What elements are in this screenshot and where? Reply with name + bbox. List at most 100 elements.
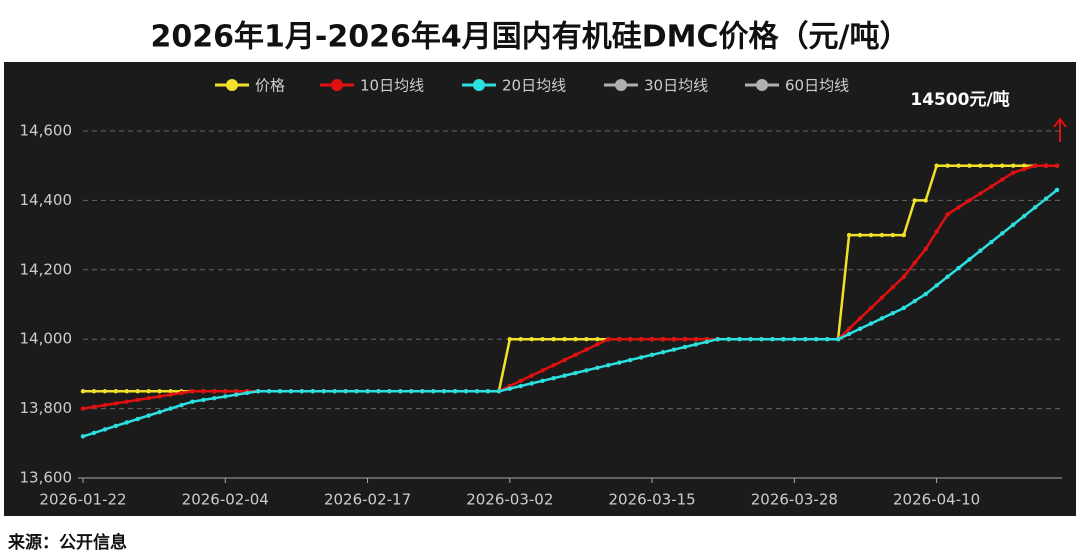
data-point [923, 198, 928, 203]
data-point [387, 389, 392, 394]
data-point [124, 389, 129, 394]
data-point [562, 357, 567, 363]
data-point [1032, 163, 1038, 168]
data-point [638, 337, 644, 342]
y-tick-label: 14,200 [20, 260, 73, 278]
data-point [682, 337, 688, 342]
legend-label: 60日均线 [785, 77, 849, 95]
data-point [923, 246, 928, 252]
data-point [934, 229, 939, 234]
data-point [595, 342, 600, 347]
data-point [737, 337, 742, 342]
data-point [890, 310, 896, 316]
y-tick-label: 14,000 [20, 330, 73, 348]
data-point [1043, 163, 1049, 168]
data-point [857, 232, 863, 238]
data-point [321, 389, 326, 394]
data-point [529, 373, 534, 378]
data-point [102, 389, 108, 394]
y-tick-label: 13,800 [20, 399, 73, 417]
data-point [868, 305, 874, 311]
data-point [431, 389, 436, 394]
data-point [945, 274, 950, 279]
title-background [4, 0, 1076, 62]
data-point [945, 212, 950, 217]
data-point [529, 337, 534, 342]
data-point [179, 390, 184, 396]
data-point [485, 389, 491, 394]
data-point [1011, 170, 1016, 175]
data-point [80, 434, 86, 439]
data-point [715, 337, 720, 342]
data-point [879, 232, 885, 238]
data-point [627, 357, 633, 363]
data-point [1021, 163, 1027, 168]
data-point [967, 257, 972, 262]
data-point [1054, 163, 1060, 168]
data-point [638, 355, 644, 360]
data-point [157, 389, 162, 394]
data-point [135, 389, 140, 394]
legend-marker [756, 79, 768, 91]
data-point [277, 389, 283, 394]
data-point [190, 389, 195, 394]
data-point [1000, 163, 1005, 168]
data-point [748, 337, 753, 342]
data-point [420, 389, 425, 394]
data-point [212, 395, 217, 401]
data-point [102, 402, 108, 408]
data-point [124, 399, 129, 404]
data-point [573, 337, 578, 342]
data-point [978, 248, 983, 253]
x-tick-label: 2026-01-22 [39, 491, 126, 509]
data-point [223, 389, 228, 394]
data-point [617, 360, 622, 365]
data-point [912, 260, 917, 266]
data-point [1054, 187, 1060, 193]
legend-label: 价格 [255, 77, 285, 95]
data-point [255, 389, 261, 394]
data-point [343, 389, 348, 394]
data-point [1032, 205, 1038, 210]
data-point [835, 337, 841, 342]
data-point [157, 394, 162, 399]
x-tick-label: 2026-03-02 [466, 491, 553, 509]
data-point [584, 368, 589, 373]
data-point [627, 337, 633, 342]
data-point [474, 389, 480, 394]
data-point [584, 347, 589, 352]
data-point [649, 337, 655, 342]
data-point [146, 413, 151, 418]
data-point [956, 205, 961, 210]
data-point [989, 184, 994, 189]
data-point [1011, 163, 1016, 168]
data-point [693, 342, 699, 347]
data-point [923, 291, 928, 297]
data-point [814, 337, 819, 342]
data-point [967, 163, 972, 168]
data-point [201, 397, 206, 403]
legend-marker [331, 79, 343, 91]
data-point [354, 389, 359, 394]
data-point [551, 376, 556, 381]
data-point [759, 337, 764, 342]
data-point [113, 423, 119, 429]
data-point [617, 337, 622, 342]
data-point [234, 392, 239, 397]
data-point [890, 232, 896, 238]
x-tick-label: 2026-04-10 [893, 491, 980, 509]
data-point [595, 337, 600, 342]
data-point [1021, 166, 1027, 172]
data-point [803, 337, 808, 342]
data-point [1000, 177, 1005, 182]
data-point [682, 344, 688, 350]
legend-label: 20日均线 [502, 77, 566, 95]
data-point [168, 389, 173, 394]
data-point [824, 337, 830, 342]
data-point [890, 284, 896, 290]
data-point [781, 337, 786, 342]
data-point [704, 339, 709, 345]
data-point [606, 337, 611, 342]
x-tick-label: 2026-03-28 [751, 491, 838, 509]
